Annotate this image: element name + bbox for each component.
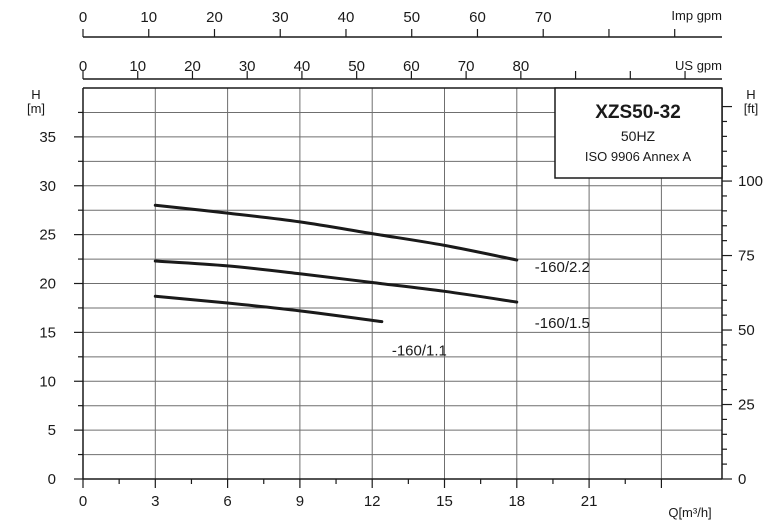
imp-gpm-tick-label: 50: [403, 9, 420, 26]
y-left-tick-label: 10: [39, 373, 56, 390]
series-label-1: -160/2.2: [535, 259, 590, 276]
x-axis-label: Q[m³/h]: [668, 505, 711, 520]
us-gpm-tick-label: 30: [239, 58, 256, 75]
x-tick-label: 0: [79, 493, 87, 510]
y-left-tick-label: 25: [39, 227, 56, 244]
us-gpm-tick-label: 20: [184, 58, 201, 75]
imp-gpm-tick-label: 0: [79, 9, 87, 26]
y-left-axis-label: H [m]: [27, 87, 45, 116]
y-left-tick-label: 0: [48, 471, 56, 488]
axis-label-line: [ft]: [744, 101, 758, 116]
x-tick-label: 3: [151, 493, 159, 510]
title-box: XZS50-32 50HZ ISO 9906 Annex A: [554, 87, 723, 179]
series-label-3: -160/1.1: [392, 343, 447, 360]
x-tick-label: 9: [296, 493, 304, 510]
chart-subtitle: 50HZ: [621, 128, 656, 144]
us-gpm-axis-label: US gpm: [675, 58, 722, 73]
x-tick-label: 18: [508, 493, 525, 510]
us-gpm-tick-label: 0: [79, 58, 87, 75]
chart-title: XZS50-32: [595, 102, 681, 123]
series-label-2: -160/1.5: [535, 315, 590, 332]
y-right-tick-label: 25: [738, 397, 755, 414]
y-right-axis-label: H [ft]: [744, 87, 758, 116]
x-tick-label: 6: [223, 493, 231, 510]
chart-standard: ISO 9906 Annex A: [585, 149, 692, 164]
imp-gpm-tick-label: 70: [535, 9, 552, 26]
y-right-tick-label: 0: [738, 471, 746, 488]
x-tick-label: 12: [364, 493, 381, 510]
y-right-tick-label: 50: [738, 322, 755, 339]
series-curves: -160/2.2 -160/1.5 -160/1.1: [153, 203, 590, 360]
series-curve-1: [153, 203, 519, 262]
x-tick-label: 15: [436, 493, 453, 510]
series-curve-3: [153, 294, 384, 324]
y-right-tick-label: 75: [738, 248, 755, 265]
y-left-tick-label: 20: [39, 276, 56, 293]
us-gpm-tick-label: 40: [294, 58, 311, 75]
y-left-tick-label: 5: [48, 422, 56, 439]
y-left-tick-label: 30: [39, 178, 56, 195]
imp-gpm-tick-label: 10: [140, 9, 157, 26]
us-gpm-tick-label: 60: [403, 58, 420, 75]
imp-gpm-tick-label: 60: [469, 9, 486, 26]
y-left-tick-label: 35: [39, 129, 56, 146]
imp-gpm-tick-label: 20: [206, 9, 223, 26]
y-left-tick-label: 15: [39, 324, 56, 341]
us-gpm-tick-label: 50: [348, 58, 365, 75]
us-gpm-tick-label: 10: [129, 58, 146, 75]
axis-label-line: H: [31, 87, 40, 102]
imp-gpm-axis-label: Imp gpm: [671, 8, 722, 23]
imp-gpm-tick-label: 40: [338, 9, 355, 26]
grid-lines: [83, 88, 722, 479]
axis-label-line: [m]: [27, 101, 45, 116]
x-tick-label: 21: [581, 493, 598, 510]
y-right-tick-label: 100: [738, 173, 763, 190]
us-gpm-tick-label: 80: [513, 58, 530, 75]
axis-label-line: H: [746, 87, 755, 102]
imp-gpm-tick-label: 30: [272, 9, 289, 26]
us-gpm-tick-label: 70: [458, 58, 475, 75]
series-curve-2: [153, 259, 519, 304]
